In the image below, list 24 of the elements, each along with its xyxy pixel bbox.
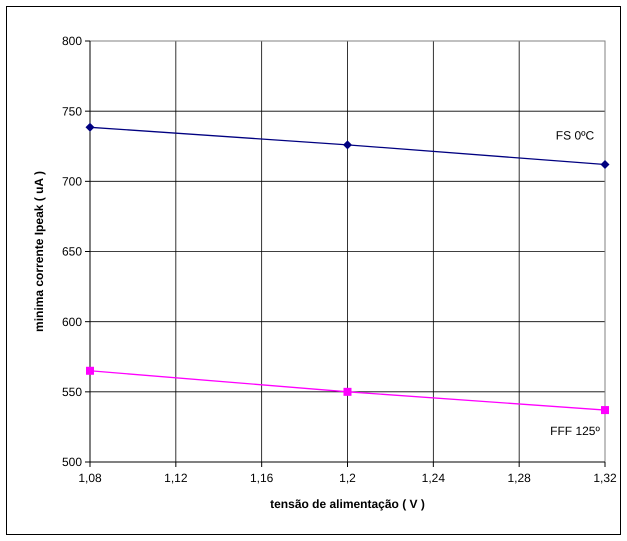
y-tick-label: 700 (62, 174, 82, 189)
point (344, 388, 352, 396)
x-tick-label: 1,32 (593, 471, 617, 485)
y-tick-label: 500 (62, 455, 82, 470)
point (601, 406, 609, 414)
series-label: FS 0ºC (556, 128, 595, 142)
x-tick-label: 1,24 (422, 471, 446, 485)
y-tick-label: 800 (62, 34, 82, 48)
series-label: FFF 125º (550, 424, 600, 438)
x-tick-label: 1,28 (507, 471, 532, 485)
x-tick-label: 1,2 (339, 471, 356, 485)
y-tick-label: 550 (62, 385, 82, 400)
point (86, 366, 94, 375)
y-axis-title: minima corrente Ipeak ( uA ) (32, 171, 46, 332)
y-tick-label: 750 (62, 104, 82, 118)
x-tick-label: 1,12 (164, 471, 188, 485)
point (600, 160, 610, 169)
x-tick-label: 1,08 (78, 471, 102, 485)
x-tick-label: 1,16 (250, 471, 274, 485)
x-axis-title: tensão de alimentação ( V ) (270, 497, 425, 511)
point (86, 122, 94, 132)
point (343, 140, 352, 150)
y-tick-label: 650 (62, 244, 82, 259)
y-tick-label: 600 (62, 314, 82, 329)
